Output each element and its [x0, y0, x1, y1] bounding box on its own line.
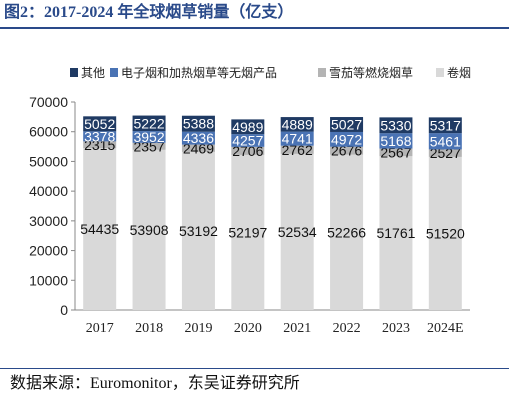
- bar-2024E-series-0: [428, 156, 462, 310]
- data-label-2020-series-0: 52197: [228, 224, 267, 240]
- bar-2021-series-1: [280, 145, 314, 154]
- y-tick-label-6: 60000: [29, 124, 68, 140]
- legend-swatch-1: [110, 68, 118, 77]
- data-label-2024E-series-3: 5317: [430, 117, 461, 133]
- data-label-2017-series-0: 54435: [80, 221, 119, 237]
- data-label-2022-series-2: 4972: [331, 131, 362, 147]
- bar-2020-series-3: [231, 119, 265, 135]
- bar-2018-series-0: [132, 149, 166, 310]
- y-tick-label-5: 50000: [29, 153, 68, 169]
- x-tick-label-4: 2021: [283, 321, 311, 336]
- data-label-2017-series-3: 5052: [84, 116, 115, 132]
- chart-title: 图2：2017-2024 年全球烟草销量（亿支）: [4, 4, 294, 21]
- bar-2022-series-2: [330, 131, 364, 147]
- data-label-2020-series-1: 2706: [232, 143, 263, 159]
- bar-2021-series-2: [280, 131, 314, 146]
- bar-2019-series-2: [181, 131, 215, 145]
- y-tick-label-0: 0: [60, 302, 68, 318]
- bar-2018-series-2: [132, 131, 166, 143]
- bar-2023-series-0: [379, 156, 413, 310]
- data-label-2023-series-0: 51761: [376, 225, 415, 241]
- x-tick-label-5: 2022: [333, 321, 361, 336]
- data-label-2019-series-2: 4336: [183, 130, 214, 146]
- data-label-2020-series-2: 4257: [232, 133, 263, 149]
- legend-label-0: 其他: [81, 66, 105, 80]
- bar-2023-series-2: [379, 133, 413, 149]
- data-label-2024E-series-2: 5461: [430, 133, 461, 149]
- legend-label-3: 卷烟: [447, 65, 471, 80]
- legend-swatch-2: [318, 68, 326, 77]
- y-tick-label-1: 10000: [29, 272, 68, 288]
- y-tick-label-7: 70000: [29, 94, 68, 110]
- bar-2021-series-0: [280, 153, 314, 310]
- legend-label-2: 雪茄等燃烧烟草: [329, 65, 413, 80]
- data-label-2024E-series-0: 51520: [426, 225, 465, 241]
- bar-2017-series-3: [83, 116, 117, 132]
- title-divider: [0, 27, 509, 29]
- x-tick-label-1: 2018: [135, 321, 163, 336]
- bar-2023-series-1: [379, 148, 413, 157]
- bar-2020-series-1: [231, 146, 265, 155]
- bar-2021-series-3: [280, 117, 314, 132]
- x-tick-label-6: 2023: [382, 321, 410, 336]
- bar-2019-series-0: [181, 151, 215, 310]
- bar-2020-series-2: [231, 134, 265, 147]
- x-tick-label-7: 2024E: [427, 321, 464, 336]
- bar-2018-series-1: [132, 142, 166, 150]
- data-label-2022-series-3: 5027: [331, 117, 362, 133]
- legend-swatch-3: [436, 68, 444, 77]
- bar-2023-series-3: [379, 117, 413, 134]
- legend-swatch-0: [70, 68, 78, 77]
- data-label-2017-series-2: 3378: [84, 128, 115, 144]
- bar-2017-series-1: [83, 141, 117, 149]
- x-tick-label-0: 2017: [86, 321, 114, 336]
- bar-2017-series-2: [83, 131, 117, 142]
- legend-label-1: 电子烟和加热烟草等无烟产品: [121, 66, 277, 80]
- data-label-2018-series-2: 3952: [133, 129, 164, 145]
- bar-2019-series-3: [181, 115, 215, 132]
- data-label-2021-series-2: 4741: [282, 131, 313, 147]
- data-label-2018-series-0: 53908: [130, 222, 169, 238]
- bar-2017-series-0: [83, 148, 117, 310]
- bar-2022-series-0: [330, 154, 364, 310]
- data-label-2021-series-0: 52534: [278, 224, 317, 240]
- bar-2022-series-1: [330, 146, 364, 155]
- footer-divider: [0, 368, 509, 369]
- bar-2024E-series-1: [428, 149, 462, 157]
- data-label-2019-series-3: 5388: [183, 116, 214, 132]
- data-label-2023-series-3: 5330: [380, 117, 411, 133]
- y-tick-label-2: 20000: [29, 243, 68, 259]
- y-tick-label-4: 40000: [29, 183, 68, 199]
- data-label-2019-series-0: 53192: [179, 223, 218, 239]
- data-label-2018-series-3: 5222: [133, 115, 164, 131]
- data-label-2021-series-1: 2762: [282, 142, 313, 158]
- bar-2024E-series-3: [428, 117, 462, 134]
- data-label-2020-series-3: 4989: [232, 119, 263, 135]
- x-tick-label-2: 2019: [184, 321, 212, 336]
- x-tick-label-3: 2020: [234, 321, 262, 336]
- source-note: 数据来源：Euromonitor，东吴证券研究所: [10, 375, 300, 392]
- data-label-2021-series-3: 4889: [282, 116, 313, 132]
- bar-2019-series-1: [181, 144, 215, 152]
- bar-2022-series-3: [330, 117, 364, 132]
- bar-2020-series-0: [231, 154, 265, 310]
- bar-2018-series-3: [132, 115, 166, 132]
- y-tick-label-3: 30000: [29, 213, 68, 229]
- stacked-bar-chart: 其他 电子烟和加热烟草等无烟产品 雪茄等燃烧烟草 卷烟 0 10000 20000 30000…: [29, 65, 471, 336]
- data-label-2023-series-2: 5168: [380, 133, 411, 149]
- data-label-2022-series-0: 52266: [327, 224, 366, 240]
- bar-2024E-series-2: [428, 133, 462, 150]
